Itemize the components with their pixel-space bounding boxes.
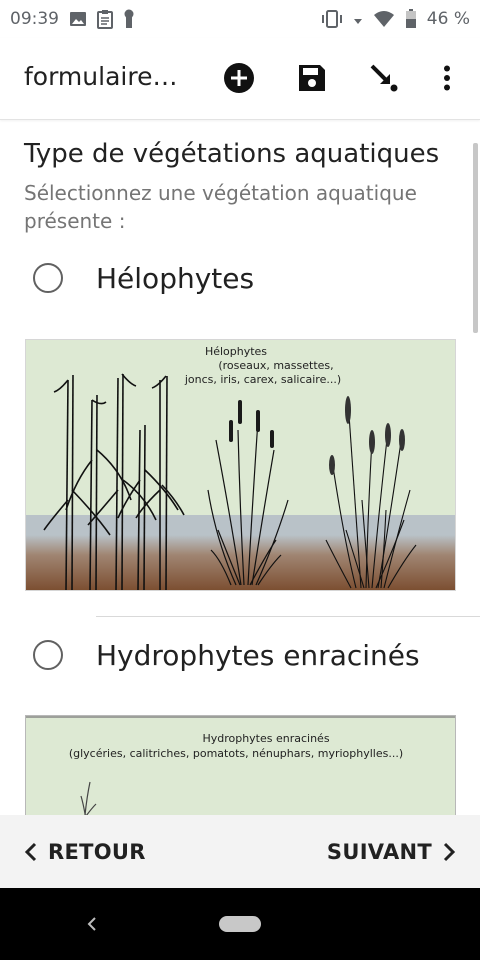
helophytes-caption-line1: (roseaux, massettes,: [218, 359, 333, 372]
hydrophytes-caption-line1: (glycéries, calitriches, pomatots, nénup…: [69, 747, 403, 760]
more-options-button[interactable]: [429, 60, 465, 96]
status-time: 09:39: [10, 9, 59, 29]
save-icon: [299, 65, 325, 91]
chevron-right-icon: [443, 842, 456, 861]
helophytes-caption-title: Hélophytes: [205, 345, 267, 358]
add-circle-icon: [224, 63, 254, 93]
battery-percent: 46 %: [426, 9, 470, 29]
status-bar: 09:39 46 %: [0, 0, 480, 38]
question-title: Type de végétations aquatiques: [24, 139, 440, 169]
helophytes-illustration: Hélophytes (roseaux, massettes, joncs, i…: [26, 340, 455, 590]
save-button[interactable]: [294, 60, 330, 96]
clipboard-icon: [97, 9, 113, 29]
hydrophytes-caption-title: Hydrophytes enracinés: [202, 732, 329, 745]
chevron-left-icon: [24, 842, 37, 861]
question-hint: Sélectionnez une végétation aquatique pr…: [24, 181, 417, 233]
next-button-label: SUIVANT: [326, 839, 432, 864]
form-title: formulaire…: [24, 62, 178, 91]
battery-icon: [405, 9, 417, 29]
system-navigation-bar: [0, 888, 480, 960]
add-button[interactable]: [221, 60, 257, 96]
divider: [96, 616, 480, 617]
keyhole-icon: [123, 9, 135, 29]
back-button[interactable]: RETOUR: [24, 840, 146, 864]
back-arrow-icon: [87, 917, 96, 931]
go-to-icon: [370, 64, 398, 92]
form-content[interactable]: Type de végétations aquatiques Sélection…: [0, 121, 480, 815]
image-icon: [69, 11, 87, 27]
option-label: Hydrophytes enracinés: [96, 638, 420, 672]
form-navigation-bar: RETOUR SUIVANT: [0, 815, 480, 888]
scrollbar[interactable]: [473, 143, 478, 333]
app-bar: formulaire…: [0, 38, 480, 120]
option-label: Hélophytes: [96, 261, 255, 295]
option-helophytes[interactable]: Hélophytes: [0, 248, 480, 308]
hydrophytes-image: Hydrophytes enracinés (glycéries, calitr…: [25, 715, 456, 815]
hydrophytes-illustration: Hydrophytes enracinés (glycéries, calitr…: [26, 716, 455, 815]
wifi-icon: [373, 10, 395, 28]
radio-button[interactable]: [33, 263, 63, 293]
helophytes-image: Hélophytes (roseaux, massettes, joncs, i…: [25, 339, 456, 591]
option-hydrophytes-enracines[interactable]: Hydrophytes enracinés: [0, 625, 480, 685]
go-to-button[interactable]: [366, 60, 402, 96]
vibrate-icon: [321, 10, 343, 28]
system-home-pill[interactable]: [219, 916, 261, 932]
radio-button[interactable]: [33, 640, 63, 670]
status-right: 46 %: [321, 9, 470, 29]
status-left: 09:39: [10, 9, 135, 29]
next-button[interactable]: SUIVANT: [327, 840, 456, 864]
data-arrows-icon: [353, 12, 363, 26]
more-vert-icon: [444, 65, 450, 91]
system-back-button[interactable]: [84, 912, 100, 940]
back-button-label: RETOUR: [48, 839, 146, 864]
helophytes-caption-line2: joncs, iris, carex, salicaire...): [184, 373, 341, 386]
